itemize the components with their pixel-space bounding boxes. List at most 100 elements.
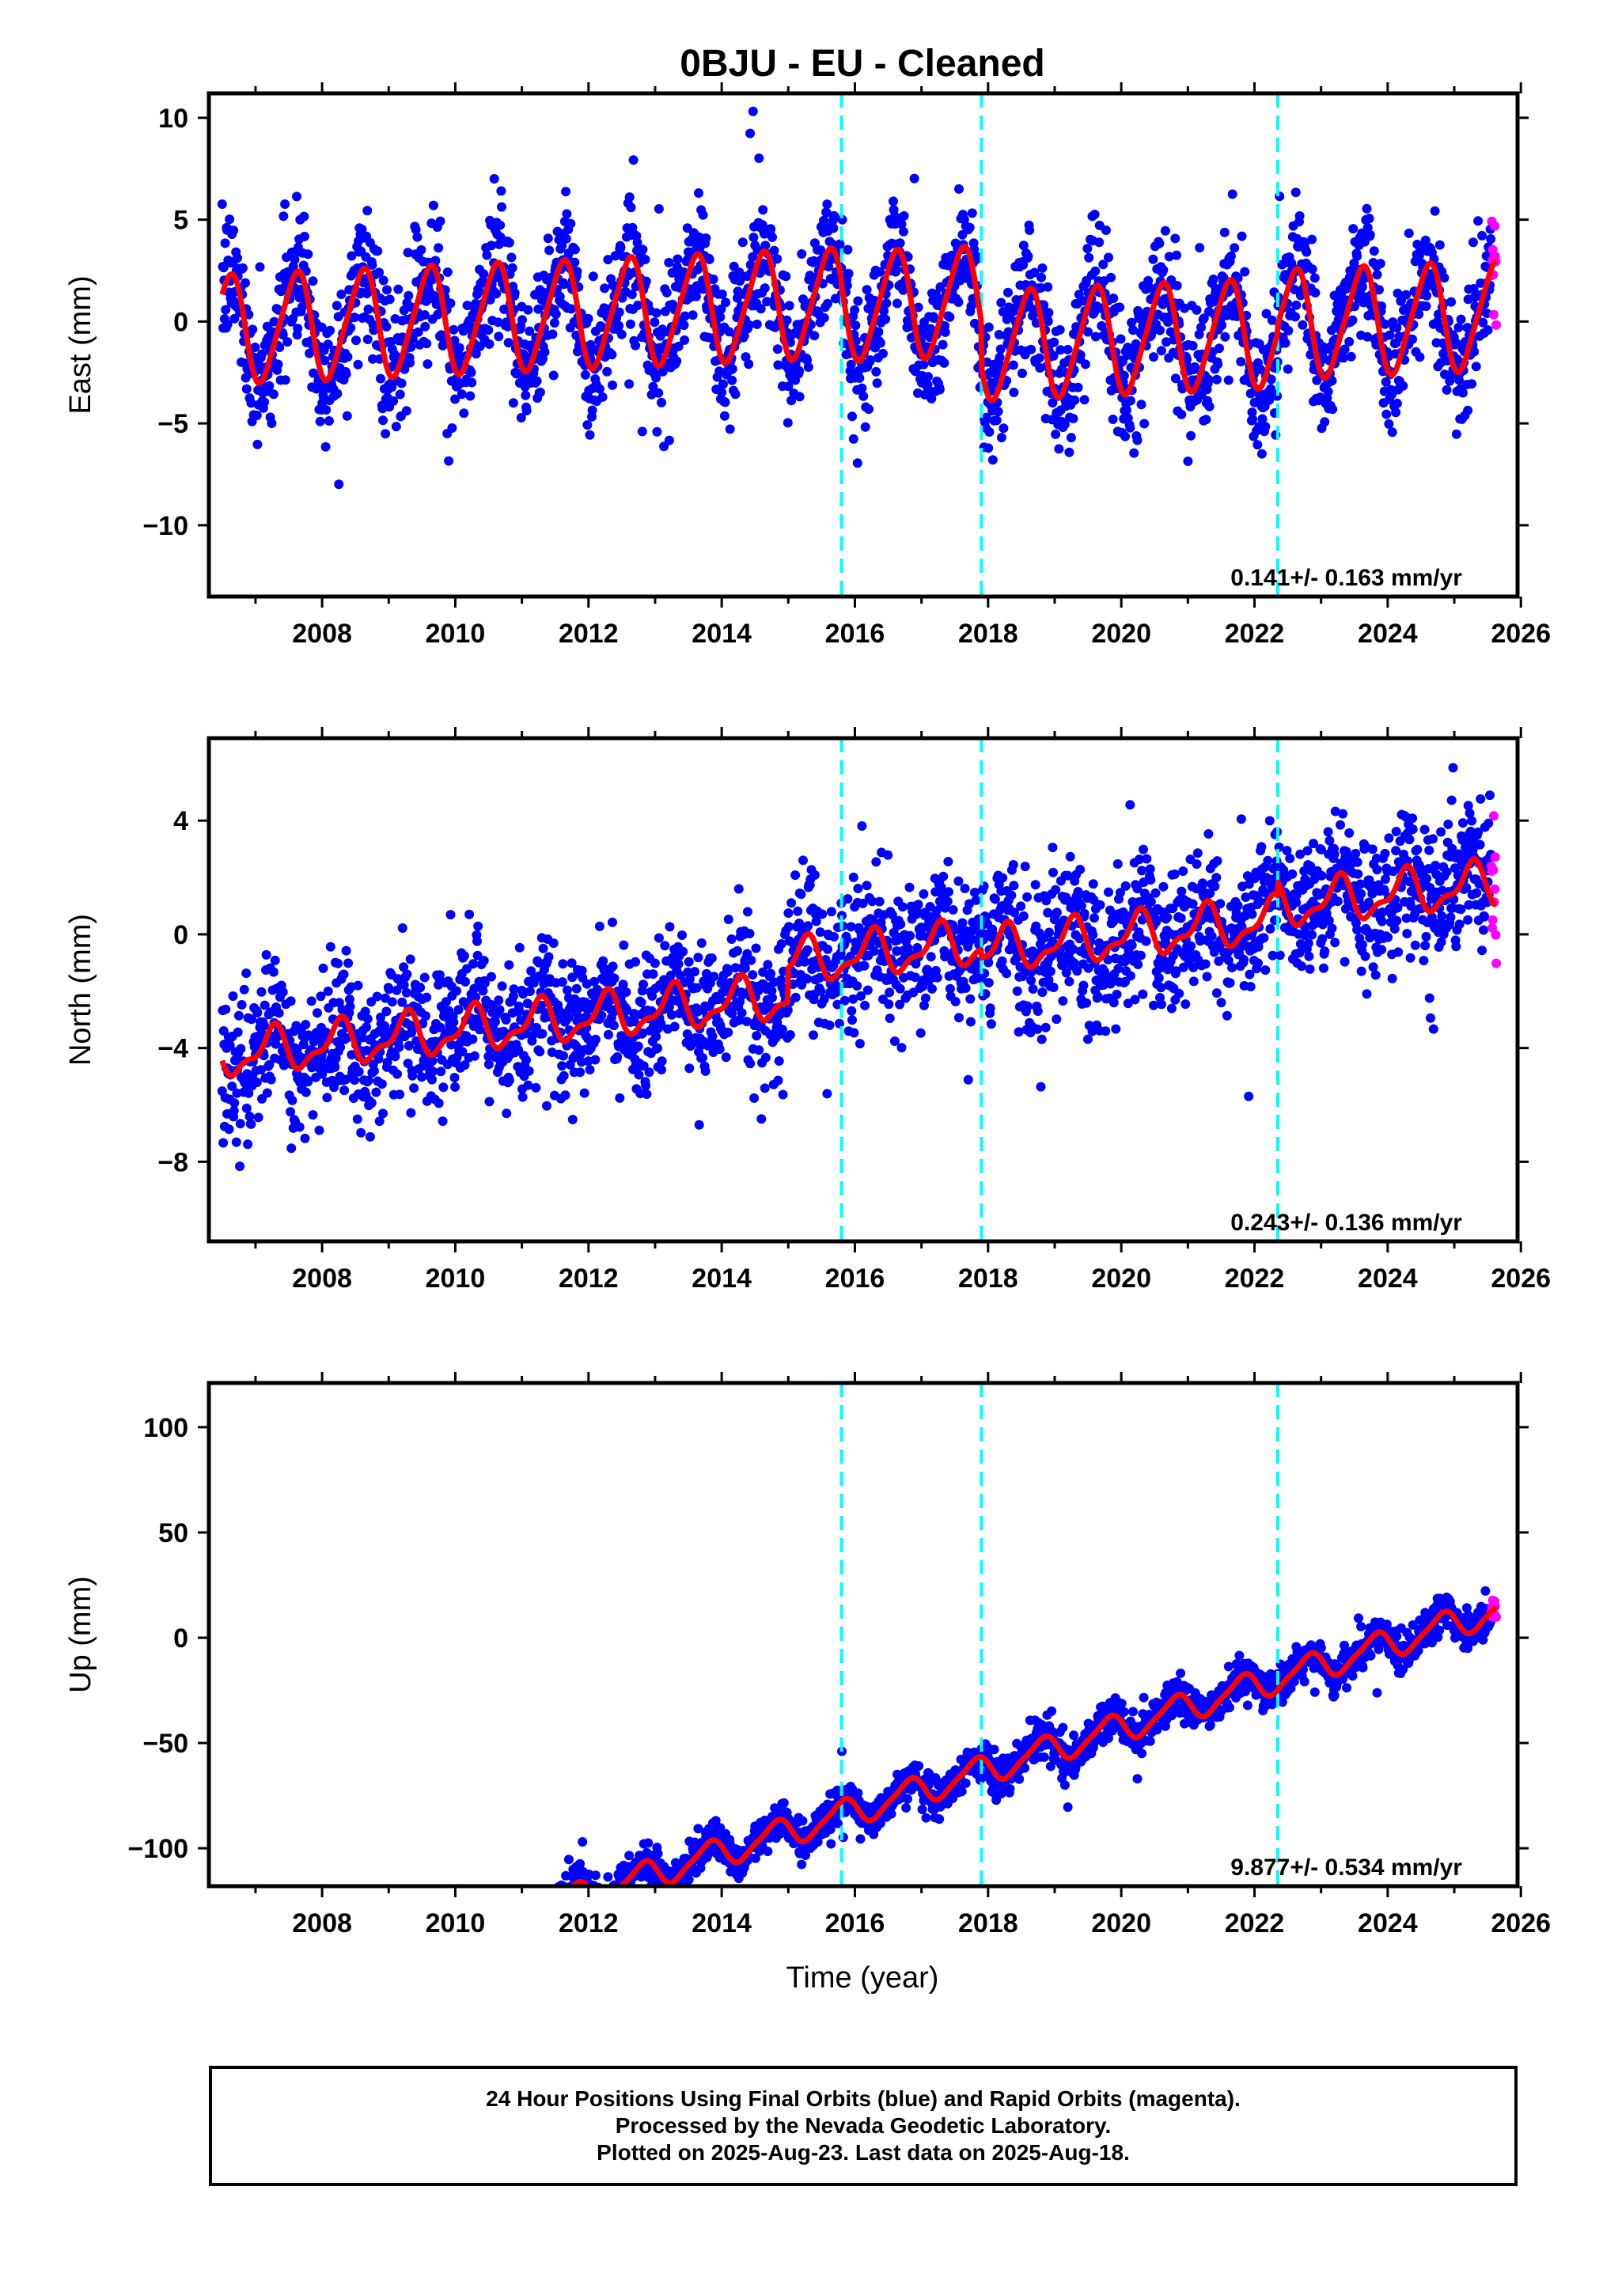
final-orbit-point [1340, 957, 1350, 967]
final-orbit-point [1009, 881, 1019, 891]
final-orbit-point [315, 416, 325, 426]
final-orbit-point [1150, 888, 1161, 898]
final-orbit-point [253, 1112, 263, 1123]
final-orbit-point [558, 959, 568, 969]
final-orbit-point [1365, 229, 1375, 240]
x-tick-label: 2018 [958, 619, 1018, 649]
final-orbit-point [341, 1074, 351, 1085]
final-orbit-point [1186, 430, 1196, 441]
final-orbit-point [983, 978, 994, 988]
final-orbit-point [1340, 344, 1350, 354]
final-orbit-point [885, 987, 895, 998]
final-orbit-point [745, 1059, 756, 1069]
final-orbit-point [478, 986, 488, 996]
final-orbit-point [1172, 250, 1182, 260]
final-orbit-point [1265, 924, 1275, 934]
final-orbit-point [853, 884, 863, 893]
final-orbit-point [1051, 885, 1061, 895]
final-orbit-point [597, 392, 608, 402]
final-orbit-point [875, 338, 885, 348]
final-orbit-point [855, 373, 865, 383]
final-orbit-point [932, 972, 942, 983]
final-orbit-point [1036, 282, 1046, 293]
final-orbit-point [1034, 353, 1044, 363]
final-orbit-point [1263, 855, 1273, 866]
final-orbit-point [579, 1088, 589, 1098]
final-orbit-point [960, 884, 970, 893]
final-orbit-point [1104, 252, 1113, 263]
y-tick-label: −5 [157, 409, 188, 439]
final-orbit-point [1169, 870, 1180, 879]
final-orbit-point [678, 946, 688, 957]
final-orbit-point [1486, 234, 1496, 244]
final-orbit-point [1143, 282, 1154, 292]
final-orbit-point [280, 375, 290, 385]
final-orbit-point [342, 411, 352, 421]
final-orbit-point [698, 210, 708, 220]
final-orbit-point [333, 958, 343, 968]
final-orbit-point [479, 269, 489, 279]
final-orbit-point [665, 922, 675, 932]
final-orbit-point [381, 322, 392, 332]
final-orbit-point [559, 279, 569, 290]
final-orbit-point [1451, 429, 1461, 439]
final-orbit-point [874, 327, 884, 337]
final-orbit-point [368, 354, 377, 364]
final-orbit-point [460, 1060, 470, 1070]
final-orbit-point [411, 225, 421, 235]
final-orbit-point [350, 313, 360, 323]
final-orbit-point [264, 1059, 275, 1070]
final-orbit-point [896, 219, 907, 229]
final-orbit-point [615, 1093, 625, 1103]
final-orbit-point [631, 957, 641, 967]
final-orbit-point [378, 275, 388, 286]
final-orbit-point [607, 350, 617, 360]
final-orbit-point [707, 953, 717, 964]
final-orbit-point [396, 378, 407, 388]
final-orbit-point [548, 329, 558, 339]
final-orbit-point [1125, 422, 1135, 433]
final-orbit-point [809, 1030, 818, 1040]
final-orbit-point [1434, 240, 1445, 250]
final-orbit-point [1200, 959, 1211, 969]
final-orbit-point [320, 355, 330, 366]
final-orbit-point [1225, 978, 1235, 988]
final-orbit-point [308, 1110, 318, 1120]
final-orbit-point [252, 1078, 262, 1087]
final-orbit-point [913, 302, 923, 313]
final-orbit-point [236, 1044, 246, 1054]
final-orbit-point [999, 423, 1009, 434]
final-orbit-point [523, 305, 533, 315]
final-orbit-point [1090, 210, 1100, 219]
final-orbit-point [1329, 849, 1340, 859]
final-orbit-point [479, 956, 489, 966]
final-orbit-point [369, 325, 379, 335]
final-orbit-point [1063, 344, 1073, 354]
final-orbit-point [1357, 282, 1367, 292]
final-orbit-point [1127, 940, 1137, 950]
final-orbit-point [972, 254, 982, 264]
final-orbit-point [563, 1013, 574, 1023]
final-orbit-point [293, 324, 303, 334]
final-orbit-point [286, 996, 296, 1006]
final-orbit-point [268, 389, 279, 400]
final-orbit-point [708, 275, 718, 284]
final-orbit-point [1058, 996, 1068, 1006]
final-orbit-point [693, 953, 703, 963]
final-orbit-point [785, 337, 795, 347]
final-orbit-point [397, 997, 407, 1007]
final-orbit-point [237, 263, 248, 273]
north-final-orbit-points [217, 763, 1496, 1172]
final-orbit-point [822, 1089, 832, 1099]
final-orbit-point [262, 1088, 272, 1098]
final-orbit-point [494, 332, 504, 342]
final-orbit-point [923, 372, 933, 382]
final-orbit-point [1160, 225, 1170, 236]
final-orbit-point [809, 870, 820, 880]
final-orbit-point [1414, 309, 1424, 320]
final-orbit-point [287, 1095, 297, 1105]
final-orbit-point [1236, 814, 1246, 824]
final-orbit-point [264, 381, 275, 391]
final-orbit-point [286, 1143, 297, 1154]
final-orbit-point [1320, 417, 1330, 427]
